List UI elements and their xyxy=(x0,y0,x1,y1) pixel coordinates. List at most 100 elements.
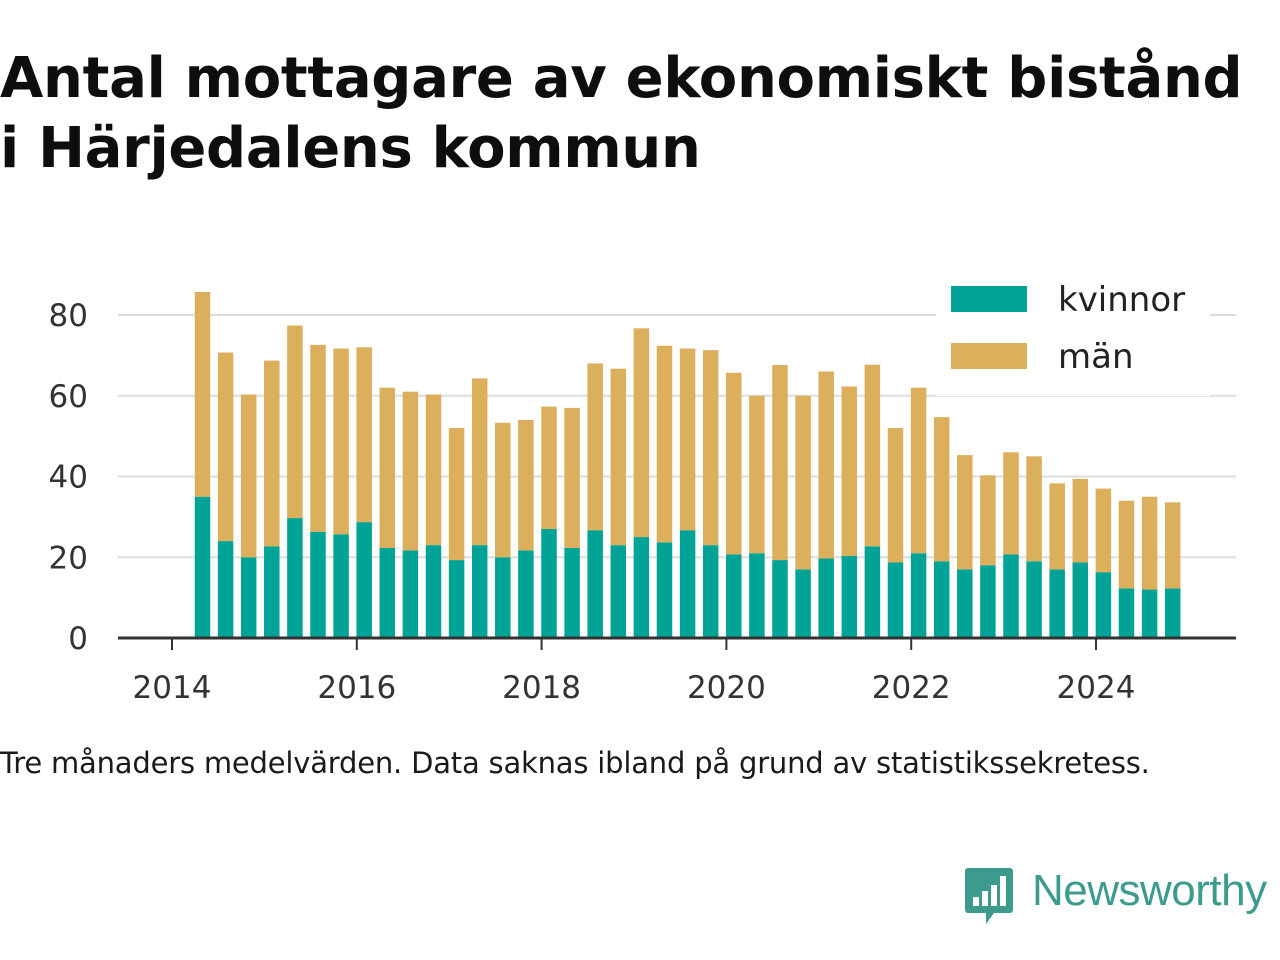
x-tick-label-2014: 2014 xyxy=(133,670,212,706)
bar-kvinnor-31 xyxy=(910,553,927,638)
bar-kvinnor-39 xyxy=(1095,572,1112,638)
bar-män-16 xyxy=(564,407,580,548)
bar-kvinnor-26 xyxy=(795,569,811,638)
bar-män-20 xyxy=(656,345,673,543)
bar-män-37 xyxy=(1049,483,1065,570)
bar-män-17 xyxy=(587,363,603,531)
bar-kvinnor-5 xyxy=(310,531,326,638)
bar-män-12 xyxy=(471,378,488,546)
bar-män-24 xyxy=(749,395,765,554)
bar-kvinnor-16 xyxy=(564,547,580,638)
chart-title-line-2: i Härjedalens kommun xyxy=(0,116,701,181)
legend-label-män: män xyxy=(1058,337,1134,377)
bar-män-15 xyxy=(541,406,557,529)
legend-swatch-män xyxy=(951,343,1027,369)
bar-män-32 xyxy=(933,417,950,562)
y-tick-label-20: 20 xyxy=(49,540,88,576)
bar-kvinnor-32 xyxy=(933,561,950,638)
bar-kvinnor-22 xyxy=(702,545,719,638)
bar-män-27 xyxy=(818,371,834,559)
bar-män-39 xyxy=(1095,488,1112,573)
bar-kvinnor-8 xyxy=(379,547,396,638)
bar-kvinnor-41 xyxy=(1141,589,1158,638)
bar-kvinnor-24 xyxy=(749,553,765,638)
newsworthy-logo-icon xyxy=(965,868,1013,924)
y-tick-label-0: 0 xyxy=(68,621,88,657)
x-tick-label-2022: 2022 xyxy=(872,670,951,706)
bar-kvinnor-0 xyxy=(194,496,211,638)
bar-män-3 xyxy=(264,360,280,547)
bar-kvinnor-28 xyxy=(841,556,858,638)
bar-kvinnor-35 xyxy=(1003,554,1019,638)
bar-kvinnor-21 xyxy=(679,530,696,638)
bar-kvinnor-34 xyxy=(980,565,996,638)
bar-män-41 xyxy=(1141,496,1158,590)
bar-kvinnor-42 xyxy=(1164,588,1181,638)
bar-kvinnor-15 xyxy=(541,528,557,638)
bar-män-9 xyxy=(402,391,419,551)
bar-män-36 xyxy=(1026,456,1042,562)
bar-män-5 xyxy=(310,344,326,532)
bar-män-2 xyxy=(240,394,257,558)
brand-name: Newsworthy xyxy=(1032,866,1267,915)
bar-kvinnor-37 xyxy=(1049,569,1065,638)
axes: 0 20 40 60 80 2014 2016 2018 2020 2022 2024 xyxy=(49,298,1236,706)
bar-kvinnor-10 xyxy=(425,545,442,638)
bar-män-0 xyxy=(194,291,211,497)
bar-kvinnor-9 xyxy=(402,550,419,638)
x-tick-label-2018: 2018 xyxy=(502,670,581,706)
bar-män-6 xyxy=(333,348,349,535)
bar-kvinnor-27 xyxy=(818,558,834,638)
bar-män-8 xyxy=(379,387,396,548)
bar-kvinnor-19 xyxy=(633,537,650,638)
bar-kvinnor-30 xyxy=(887,562,904,638)
bar-män-21 xyxy=(679,348,696,531)
y-tick-label-40: 40 xyxy=(49,460,88,496)
bar-män-28 xyxy=(841,386,858,557)
bar-kvinnor-33 xyxy=(957,569,973,638)
bar-män-30 xyxy=(887,428,904,563)
bar-kvinnor-29 xyxy=(864,546,881,638)
bar-män-25 xyxy=(772,365,788,561)
bar-män-19 xyxy=(633,328,650,538)
bar-män-7 xyxy=(356,347,372,523)
bar-män-34 xyxy=(980,475,996,566)
chart-title: Antal mottagare av ekonomiskt bistånd i … xyxy=(0,44,1280,184)
bar-kvinnor-6 xyxy=(333,534,349,638)
bar-kvinnor-1 xyxy=(217,541,234,638)
bar-män-13 xyxy=(495,422,511,558)
bar-män-26 xyxy=(795,395,811,570)
bar-kvinnor-13 xyxy=(495,557,511,638)
bar-kvinnor-40 xyxy=(1118,588,1135,638)
legend: kvinnor män xyxy=(936,276,1210,396)
bar-kvinnor-17 xyxy=(587,530,603,638)
x-tick-label-2016: 2016 xyxy=(317,670,396,706)
legend-swatch-kvinnor xyxy=(951,286,1027,312)
bar-män-14 xyxy=(518,419,534,551)
newsworthy-logo: Newsworthy xyxy=(964,864,1267,928)
x-tick-label-2020: 2020 xyxy=(687,670,766,706)
bar-män-33 xyxy=(957,455,973,570)
bar-män-22 xyxy=(702,350,719,546)
bar-män-42 xyxy=(1164,502,1181,589)
chart-title-line-1: Antal mottagare av ekonomiskt bistånd xyxy=(0,46,1243,111)
bar-män-1 xyxy=(217,352,234,542)
bar-kvinnor-38 xyxy=(1072,562,1089,638)
bar-kvinnor-36 xyxy=(1026,561,1042,638)
bar-män-11 xyxy=(448,428,465,561)
x-tick-label-2024: 2024 xyxy=(1057,670,1136,706)
bar-män-4 xyxy=(287,325,303,519)
bar-män-29 xyxy=(864,364,881,547)
bar-män-31 xyxy=(910,387,927,554)
bar-män-35 xyxy=(1003,452,1019,555)
y-tick-label-60: 60 xyxy=(49,379,88,415)
bar-kvinnor-23 xyxy=(726,554,742,638)
bar-kvinnor-14 xyxy=(518,550,534,638)
bar-kvinnor-3 xyxy=(264,546,280,638)
bar-kvinnor-12 xyxy=(471,545,488,638)
bar-kvinnor-4 xyxy=(287,518,303,638)
bars xyxy=(194,291,1181,638)
bar-män-38 xyxy=(1072,478,1089,563)
bar-kvinnor-7 xyxy=(356,522,372,638)
bar-män-40 xyxy=(1118,500,1135,589)
